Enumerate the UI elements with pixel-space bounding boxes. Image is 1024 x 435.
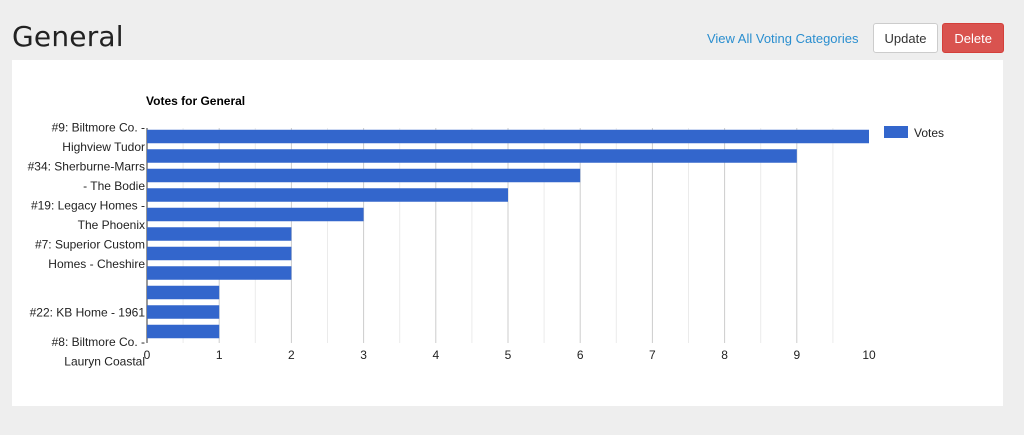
bar-1 [147, 149, 797, 163]
x-axis-tick-label: 3 [360, 348, 367, 362]
chart-legend: Votes [884, 126, 944, 140]
x-axis-ticks: 0 1 2 3 4 5 6 7 8 9 10 [144, 348, 876, 362]
y-axis-label: #34: Sherburne-Marrs [28, 159, 145, 173]
y-axis-label: - The Bodie [83, 179, 145, 193]
x-axis-tick-label: 7 [649, 348, 656, 362]
bar-8 [147, 285, 220, 300]
bar-6 [147, 246, 292, 261]
y-axis-label: #7: Superior Custom [35, 237, 145, 251]
delete-button[interactable]: Delete [942, 23, 1004, 53]
x-axis-tick-label: 2 [288, 348, 295, 362]
view-all-voting-categories-link[interactable]: View All Voting Categories [706, 30, 859, 46]
bar-10 [147, 324, 220, 339]
x-axis-tick-label: 10 [862, 348, 876, 362]
header-actions: View All Voting Categories Update Delete [707, 23, 1004, 53]
votes-bar-chart: Votes for General #9: Biltmore Co. - High… [28, 94, 944, 368]
x-axis-tick-label: 8 [721, 348, 728, 362]
bar-9 [147, 305, 220, 319]
x-axis-tick-label: 5 [505, 348, 512, 362]
y-axis-labels: #9: Biltmore Co. - Highview Tudor #34: She… [28, 120, 146, 368]
x-axis-tick-label: 1 [216, 348, 223, 362]
bar-0 [147, 129, 869, 144]
y-axis-label: The Phoenix [78, 218, 145, 232]
y-axis-label: Lauryn Coastal [64, 354, 145, 368]
chart-card: Votes for General #9: Biltmore Co. - High… [12, 60, 1003, 406]
update-button[interactable]: Update [872, 23, 939, 53]
y-axis-label: #22: KB Home - 1961 [30, 306, 146, 320]
y-axis-label: Homes - Cheshire [48, 257, 145, 271]
bar-2 [147, 168, 581, 183]
legend-label: Votes [914, 126, 944, 140]
x-axis-tick-label: 0 [144, 348, 151, 362]
chart-grid [146, 128, 834, 343]
bar-4 [147, 207, 364, 222]
bar-3 [147, 188, 508, 202]
chart-bars [147, 129, 869, 339]
y-axis-label: Highview Tudor [62, 140, 145, 154]
y-axis-label: #9: Biltmore Co. - [52, 120, 145, 134]
x-axis-tick-label: 6 [577, 348, 584, 362]
legend-swatch [884, 126, 908, 138]
y-axis-label: #19: Legacy Homes - [31, 198, 145, 212]
x-axis-tick-label: 4 [432, 348, 439, 362]
bar-7 [147, 266, 292, 280]
chart-title: Votes for General [146, 94, 245, 108]
bar-5 [147, 227, 292, 241]
page-title: General [12, 20, 124, 53]
y-axis-label: #8: Biltmore Co. - [52, 335, 145, 349]
x-axis-tick-label: 9 [793, 348, 800, 362]
